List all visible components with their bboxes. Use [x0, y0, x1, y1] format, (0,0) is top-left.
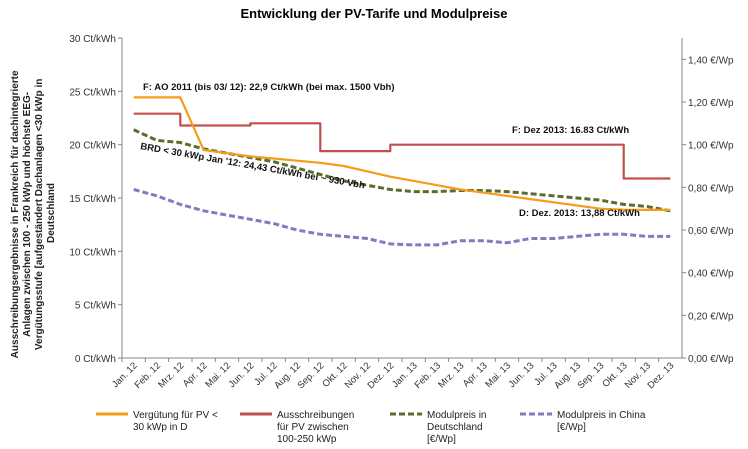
x-tick-label: Dez. 12 — [366, 360, 397, 391]
legend-label-verguetung: Vergütung für PV < 30 kWp in D — [133, 410, 221, 433]
right-tick-label: 0,60 €/Wp — [688, 226, 734, 237]
legend-label-verguetung-line-2: 30 kWp in D — [133, 422, 187, 433]
right-tick-label: 0,80 €/Wp — [688, 183, 734, 194]
left-tick-label: 15 Ct/kWh — [69, 194, 116, 205]
x-tick-label: Jun. 12 — [227, 360, 257, 390]
right-tick-labels: 0,00 €/Wp 0,20 €/Wp 0,40 €/Wp 0,60 €/Wp 0,80… — [682, 55, 734, 365]
series-line-0 — [133, 96, 671, 211]
x-tick-label: Dez. 13 — [646, 360, 677, 391]
right-tick-label: 1,40 €/Wp — [688, 55, 734, 66]
legend-label-modulpreis-deutschland-line-2: Deutschland — [427, 422, 483, 433]
left-tick-label: 20 Ct/kWh — [69, 141, 116, 152]
left-tick-label: 0 Ct/kWh — [75, 354, 116, 365]
x-tick-label: Sep. 13 — [576, 360, 607, 391]
left-tick-labels: 0 Ct/kWh 5 Ct/kWh 10 Ct/kWh 15 Ct/kWh 20 Ct/… — [69, 34, 122, 365]
x-tick-label: Mrz. 13 — [436, 360, 466, 390]
right-tick-label: 0,00 €/Wp — [688, 354, 734, 365]
left-tick-label: 10 Ct/kWh — [69, 247, 116, 258]
right-tick-label: 0,20 €/Wp — [688, 311, 734, 322]
legend-label-modulpreis-deutschland: Modulpreis in Deutschland [€/Wp] — [427, 410, 489, 445]
left-tick-label: 25 Ct/kWh — [69, 87, 116, 98]
legend-label-verguetung-line-1: Vergütung für PV < — [133, 410, 218, 421]
x-tick-label: Mrz. 12 — [156, 360, 186, 390]
y-axis-label-line-1: Ausschreibungsergebnisse in Frankreich f… — [10, 70, 21, 358]
legend-label-ausschreibungen-line-3: 100-250 kWp — [277, 434, 337, 445]
right-tick-label: 1,00 €/Wp — [688, 141, 734, 152]
annotation-france-dec-2013: F: Dez 2013: 16.83 Ct/kWh — [512, 125, 629, 136]
annotation-germany-dec-2013: D: Dez. 2013: 13,88 Ct/kWh — [519, 208, 640, 219]
chart-title: Entwicklung der PV-Tarife und Modulpreis… — [240, 6, 507, 21]
legend-label-modulpreis-deutschland-line-3: [€/Wp] — [427, 434, 456, 445]
series-lines — [133, 96, 671, 247]
legend-label-modulpreis-deutschland-line-1: Modulpreis in — [427, 410, 486, 421]
legend-label-modulpreis-china-line-1: Modulpreis in China — [557, 410, 646, 421]
legend-label-modulpreis-china: Modulpreis in China [€/Wp] — [557, 410, 648, 433]
annotation-france-2011: F: AO 2011 (bis 03/ 12): 22,9 Ct/kWh (be… — [143, 82, 395, 93]
y-axis-label: Ausschreibungsergebnisse in Frankreich f… — [10, 68, 57, 359]
legend-label-modulpreis-china-line-2: [€/Wp] — [557, 422, 586, 433]
right-tick-label: 1,20 €/Wp — [688, 98, 734, 109]
series-line-1 — [133, 112, 671, 180]
series-line-2 — [133, 128, 671, 213]
annotation-brd-jan-2012: BRD < 30 kWp Jan '12: 24,43 Ct/kWh bei ~… — [139, 141, 365, 191]
x-tick-label: Sep. 12 — [296, 360, 327, 391]
y-axis-label-line-2: Anlagen zwischen 100 - 250 kWp und höchs… — [22, 92, 33, 337]
legend-label-ausschreibungen: Ausschreibungen für PV zwischen 100-250 … — [277, 410, 357, 445]
legend-label-ausschreibungen-line-1: Ausschreibungen — [277, 410, 354, 421]
left-tick-label: 5 Ct/kWh — [75, 301, 116, 312]
right-tick-label: 0,40 €/Wp — [688, 269, 734, 280]
legend-label-ausschreibungen-line-2: für PV zwischen — [277, 422, 349, 433]
y-axis-label-line-3: Vergütungsstufe [aufgeständert Dachanlag… — [34, 79, 45, 350]
legend: Vergütung für PV < 30 kWp in D Ausschrei… — [96, 410, 648, 445]
x-tick-label: Jun. 13 — [507, 360, 537, 390]
left-tick-label: 30 Ct/kWh — [69, 34, 116, 45]
series-line-3 — [133, 188, 671, 247]
y-axis-label-line-4: Deutschland — [46, 183, 57, 243]
